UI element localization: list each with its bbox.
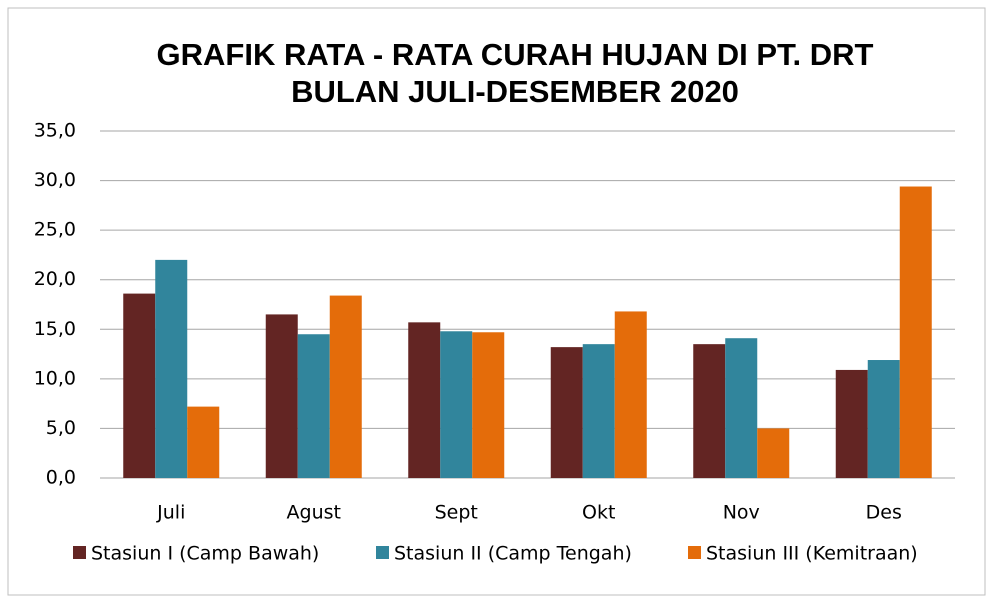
x-tick-label: Sept (435, 502, 478, 524)
legend-label: Stasiun I (Camp Bawah) (91, 543, 319, 565)
bar (408, 322, 441, 478)
y-tick-label: 30,0 (34, 169, 76, 191)
y-tick-label: 35,0 (34, 120, 76, 142)
x-tick-label: Okt (582, 502, 615, 524)
legend-swatch (376, 546, 389, 559)
y-tick-label: 5,0 (46, 417, 76, 439)
x-tick-label: Nov (723, 502, 760, 524)
y-tick-label: 10,0 (34, 367, 76, 389)
bar (329, 295, 362, 478)
bar (899, 186, 932, 478)
bar (582, 344, 615, 478)
y-tick-label: 0,0 (46, 467, 76, 489)
bar (187, 406, 220, 478)
bar (440, 331, 473, 478)
bar (550, 347, 583, 478)
bar (614, 311, 647, 478)
bar (725, 338, 758, 478)
x-tick-label: Des (866, 502, 902, 524)
bar (867, 360, 900, 478)
legend-swatch (688, 546, 701, 559)
bar (835, 369, 868, 478)
bar (757, 428, 790, 478)
bar (297, 334, 330, 478)
y-tick-label: 15,0 (34, 318, 76, 340)
x-tick-label: Juli (156, 502, 185, 524)
y-tick-label: 25,0 (34, 219, 76, 241)
bar (472, 332, 505, 478)
legend-swatch (73, 546, 86, 559)
bar (693, 344, 726, 478)
bar (123, 293, 156, 478)
legend-label: Stasiun II (Camp Tengah) (394, 543, 632, 565)
x-tick-label: Agust (287, 502, 341, 524)
chart-title: BULAN JULI-DESEMBER 2020 (291, 74, 739, 109)
bar (265, 314, 298, 478)
y-tick-label: 20,0 (34, 268, 76, 290)
bar (155, 259, 188, 478)
legend-label: Stasiun III (Kemitraan) (706, 543, 918, 565)
chart-title: GRAFIK RATA - RATA CURAH HUJAN DI PT. DR… (157, 37, 874, 72)
